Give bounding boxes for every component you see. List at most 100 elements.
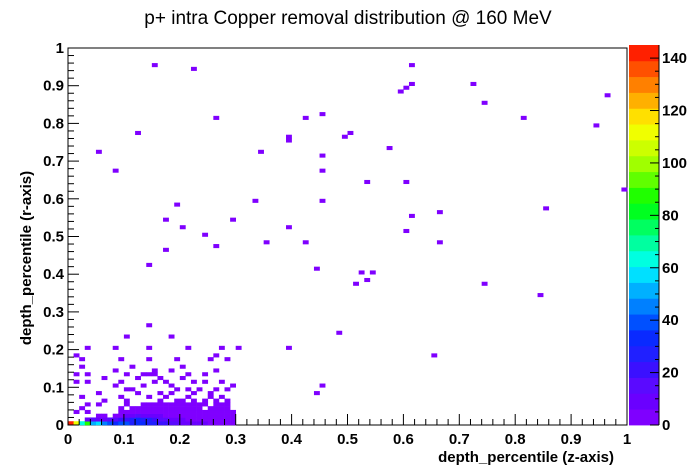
y-tick-label: 0: [56, 417, 64, 434]
color-scale-segment: [629, 92, 659, 109]
heatmap-cell: [146, 372, 153, 377]
heatmap-cell: [151, 63, 158, 68]
heatmap-cell: [319, 153, 326, 158]
heatmap-cell: [470, 81, 477, 86]
heatmap-cell: [157, 375, 164, 381]
heatmap-cell: [168, 409, 175, 414]
heatmap-cell: [481, 100, 488, 105]
color-scale-segment: [629, 45, 659, 62]
heatmap-cell: [174, 417, 181, 422]
heatmap-cell: [235, 345, 242, 350]
heatmap-cell: [520, 115, 527, 120]
heatmap-cell: [185, 409, 192, 414]
heatmap-cell: [157, 409, 164, 414]
heatmap-cell: [140, 406, 147, 411]
heatmap-cell: [207, 413, 214, 418]
heatmap-cell: [79, 394, 86, 399]
heatmap-cell: [213, 409, 220, 414]
z-tick-label: 0: [662, 417, 670, 434]
z-tick-label: 20: [662, 365, 679, 382]
heatmap-cell: [319, 198, 326, 203]
heatmap-cell: [146, 357, 153, 362]
heatmap-cell: [140, 383, 147, 388]
heatmap-cell: [358, 270, 365, 275]
heatmap-cell: [185, 406, 192, 411]
heatmap-cell: [190, 391, 197, 396]
heatmap-cell: [168, 421, 175, 426]
heatmap-cell: [157, 417, 164, 422]
x-tick-label: 0.5: [337, 431, 358, 448]
heatmap-cell: [196, 417, 203, 422]
x-tick-label: 0.8: [505, 431, 526, 448]
heatmap-cell: [118, 357, 125, 362]
heatmap-cell: [123, 402, 130, 407]
heatmap-cell: [207, 409, 214, 414]
heatmap-cell: [179, 225, 186, 230]
heatmap-cell: [140, 402, 147, 407]
heatmap-cell: [190, 409, 197, 414]
x-tick-label: 0.9: [561, 431, 582, 448]
heatmap-cell: [146, 345, 153, 350]
x-tick-label: 1: [623, 431, 631, 448]
heatmap-cell: [224, 413, 231, 418]
heatmap-cell: [202, 421, 209, 426]
heatmap-cell: [129, 413, 136, 418]
heatmap-cell: [341, 134, 348, 139]
heatmap-cell: [224, 398, 231, 403]
heatmap-cell: [112, 383, 119, 388]
heatmap-cell: [135, 391, 141, 396]
heatmap-cell: [123, 334, 130, 339]
heatmap-cell: [151, 368, 158, 373]
heatmap-cell: [101, 398, 108, 403]
heatmap-cell: [123, 421, 130, 426]
heatmap-cell: [207, 421, 214, 426]
heatmap-cell: [174, 402, 181, 407]
color-scale-segment: [629, 393, 659, 410]
heatmap-cell: [107, 417, 114, 422]
heatmap-cell: [95, 402, 102, 407]
x-tick-label: 0: [64, 431, 72, 448]
color-scale-segment: [629, 60, 659, 78]
z-tick-label: 40: [662, 312, 679, 329]
heatmap-cell: [118, 394, 125, 399]
heatmap-cell: [196, 387, 203, 392]
heatmap-cell: [185, 394, 192, 399]
heatmap-cell: [140, 409, 147, 414]
heatmap-cell: [190, 66, 197, 71]
heatmap-cell: [196, 409, 203, 414]
heatmap-cell: [174, 357, 181, 362]
heatmap-cell: [230, 417, 236, 422]
heatmap-cell: [218, 379, 225, 384]
heatmap-cell: [123, 413, 130, 418]
heatmap-cell: [118, 413, 125, 418]
z-tick-label: 120: [662, 103, 687, 120]
heatmap-cell: [95, 391, 102, 396]
color-scale-segment: [629, 409, 659, 426]
heatmap-cell: [146, 413, 153, 418]
y-tick-label: 0.5: [43, 229, 64, 246]
heatmap-cell: [174, 202, 181, 207]
heatmap-cell: [118, 406, 125, 411]
heatmap-cell: [604, 93, 611, 98]
y-tick-label: 1: [56, 40, 64, 57]
heatmap-cell: [207, 391, 214, 396]
y-tick-label: 0.8: [43, 115, 64, 132]
heatmap-cell: [230, 413, 236, 418]
x-tick-label: 0.4: [281, 431, 303, 448]
heatmap-cell: [79, 357, 86, 362]
heatmap-cell: [213, 244, 220, 249]
heatmap-cell: [112, 417, 119, 422]
heatmap-cell: [543, 206, 550, 211]
heatmap-cell: [135, 413, 141, 418]
z-tick-label: 100: [662, 155, 687, 172]
heatmap-cell: [163, 394, 169, 399]
heatmap-cell: [73, 353, 80, 358]
heatmap-cell: [207, 357, 214, 362]
color-scale-segment: [629, 282, 659, 299]
heatmap-cell: [202, 409, 209, 414]
heatmap-cell: [163, 406, 169, 411]
heatmap-cell: [202, 379, 209, 384]
color-scale-segment: [629, 266, 659, 283]
heatmap-cell: [185, 345, 192, 350]
